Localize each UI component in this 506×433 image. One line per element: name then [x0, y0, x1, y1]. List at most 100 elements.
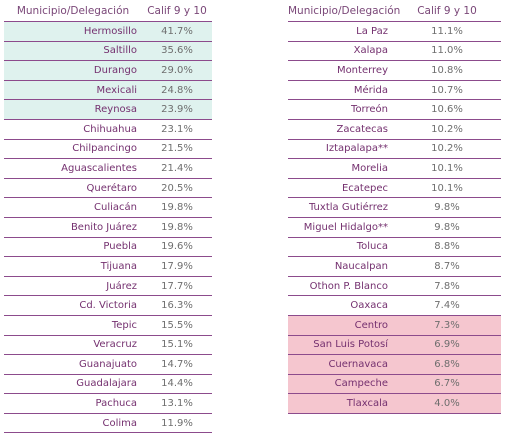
table-header: Municipio/Delegación Calif 9 y 10 [4, 0, 212, 22]
score-cell: 6.7% [393, 374, 501, 395]
municipality-cell: Guadalajara [4, 374, 142, 395]
score-cell: 10.6% [393, 99, 501, 120]
score-cell: 35.6% [142, 41, 212, 62]
table-row: Centro 7.3% [288, 315, 501, 336]
score-cell: 11.9% [142, 413, 212, 433]
municipality-cell: Durango [4, 60, 142, 81]
table-row: Juárez 17.7% [4, 276, 212, 297]
score-cell: 23.1% [142, 119, 212, 140]
score-cell: 15.1% [142, 335, 212, 356]
municipality-cell: Oaxaca [288, 295, 393, 316]
table-row: Chilpancingo 21.5% [4, 139, 212, 160]
table-row: Tijuana 17.9% [4, 256, 212, 277]
header-municipality: Municipio/Delegación [4, 0, 142, 22]
header-municipality: Municipio/Delegación [288, 0, 400, 22]
score-cell: 10.2% [393, 119, 501, 140]
score-cell: 24.8% [142, 80, 212, 101]
table-row: Torreón 10.6% [288, 99, 501, 120]
table-row: Tuxtla Gutiérrez 9.8% [288, 197, 501, 218]
table-row: Mexicali 24.8% [4, 80, 212, 101]
table-row: Puebla 19.6% [4, 237, 212, 258]
municipality-cell: Miguel Hidalgo** [288, 217, 393, 238]
municipality-cell: Mexicali [4, 80, 142, 101]
score-cell: 16.3% [142, 295, 212, 316]
header-score: Calif 9 y 10 [142, 0, 212, 22]
table-row: Naucalpan 8.7% [288, 256, 501, 277]
score-cell: 23.9% [142, 99, 212, 120]
score-cell: 10.2% [393, 139, 501, 160]
table-row: Oaxaca 7.4% [288, 295, 501, 316]
municipality-cell: Puebla [4, 237, 142, 258]
table-row: Toluca 8.8% [288, 237, 501, 258]
table-row: San Luis Potosí 6.9% [288, 335, 501, 356]
ranking-table-right: Municipio/Delegación Calif 9 y 10 La Paz… [288, 0, 501, 414]
score-cell: 29.0% [142, 60, 212, 81]
table-row: Campeche 6.7% [288, 374, 501, 395]
header-score: Calif 9 y 10 [393, 0, 501, 22]
municipality-cell: Naucalpan [288, 256, 393, 277]
table-row: Benito Juárez 19.8% [4, 217, 212, 238]
table-row: La Paz 11.1% [288, 21, 501, 42]
municipality-cell: Tuxtla Gutiérrez [288, 197, 393, 218]
municipality-cell: Tijuana [4, 256, 142, 277]
table-row: Guanajuato 14.7% [4, 354, 212, 375]
municipality-cell: Guanajuato [4, 354, 142, 375]
table-row: Zacatecas 10.2% [288, 119, 501, 140]
score-cell: 10.1% [393, 158, 501, 179]
score-cell: 15.5% [142, 315, 212, 336]
municipality-cell: Veracruz [4, 335, 142, 356]
score-cell: 6.9% [393, 335, 501, 356]
table-row: Hermosillo 41.7% [4, 21, 212, 42]
municipality-cell: Toluca [288, 237, 393, 258]
score-cell: 10.1% [393, 178, 501, 199]
score-cell: 8.8% [393, 237, 501, 258]
score-cell: 9.8% [393, 217, 501, 238]
municipality-cell: Xalapa [288, 41, 393, 62]
municipality-cell: Tlaxcala [288, 393, 393, 414]
score-cell: 8.7% [393, 256, 501, 277]
municipality-cell: Cd. Victoria [4, 295, 142, 316]
score-cell: 11.1% [393, 21, 501, 42]
score-cell: 19.8% [142, 217, 212, 238]
municipality-cell: Querétaro [4, 178, 142, 199]
table-row: Tepic 15.5% [4, 315, 212, 336]
municipality-cell: Zacatecas [288, 119, 393, 140]
municipality-cell: La Paz [288, 21, 393, 42]
table-row: Colima 11.9% [4, 413, 212, 433]
municipality-cell: Cuernavaca [288, 354, 393, 375]
table-header: Municipio/Delegación Calif 9 y 10 [288, 0, 501, 22]
score-cell: 14.7% [142, 354, 212, 375]
municipality-cell: Colima [4, 413, 142, 433]
score-cell: 11.0% [393, 41, 501, 62]
municipality-cell: Benito Juárez [4, 217, 142, 238]
table-row: Othon P. Blanco 7.8% [288, 276, 501, 297]
municipality-cell: Mérida [288, 80, 393, 101]
table-row: Cd. Victoria 16.3% [4, 295, 212, 316]
score-cell: 4.0% [393, 393, 501, 414]
table-row: Veracruz 15.1% [4, 335, 212, 356]
municipality-cell: Campeche [288, 374, 393, 395]
score-cell: 6.8% [393, 354, 501, 375]
municipality-cell: Saltillo [4, 41, 142, 62]
score-cell: 9.8% [393, 197, 501, 218]
municipality-cell: Ecatepec [288, 178, 393, 199]
score-cell: 7.8% [393, 276, 501, 297]
table-row: Saltillo 35.6% [4, 41, 212, 62]
municipality-cell: Culiacán [4, 197, 142, 218]
score-cell: 13.1% [142, 393, 212, 414]
municipality-cell: Morelia [288, 158, 393, 179]
score-cell: 19.6% [142, 237, 212, 258]
score-cell: 7.4% [393, 295, 501, 316]
score-cell: 10.7% [393, 80, 501, 101]
municipality-cell: Centro [288, 315, 393, 336]
table-row: Reynosa 23.9% [4, 99, 212, 120]
score-cell: 41.7% [142, 21, 212, 42]
table-row: Pachuca 13.1% [4, 393, 212, 414]
table-row: Durango 29.0% [4, 60, 212, 81]
score-cell: 19.8% [142, 197, 212, 218]
municipality-cell: San Luis Potosí [288, 335, 393, 356]
table-row: Xalapa 11.0% [288, 41, 501, 62]
table-row: Guadalajara 14.4% [4, 374, 212, 395]
score-cell: 21.5% [142, 139, 212, 160]
table-row: Ecatepec 10.1% [288, 178, 501, 199]
